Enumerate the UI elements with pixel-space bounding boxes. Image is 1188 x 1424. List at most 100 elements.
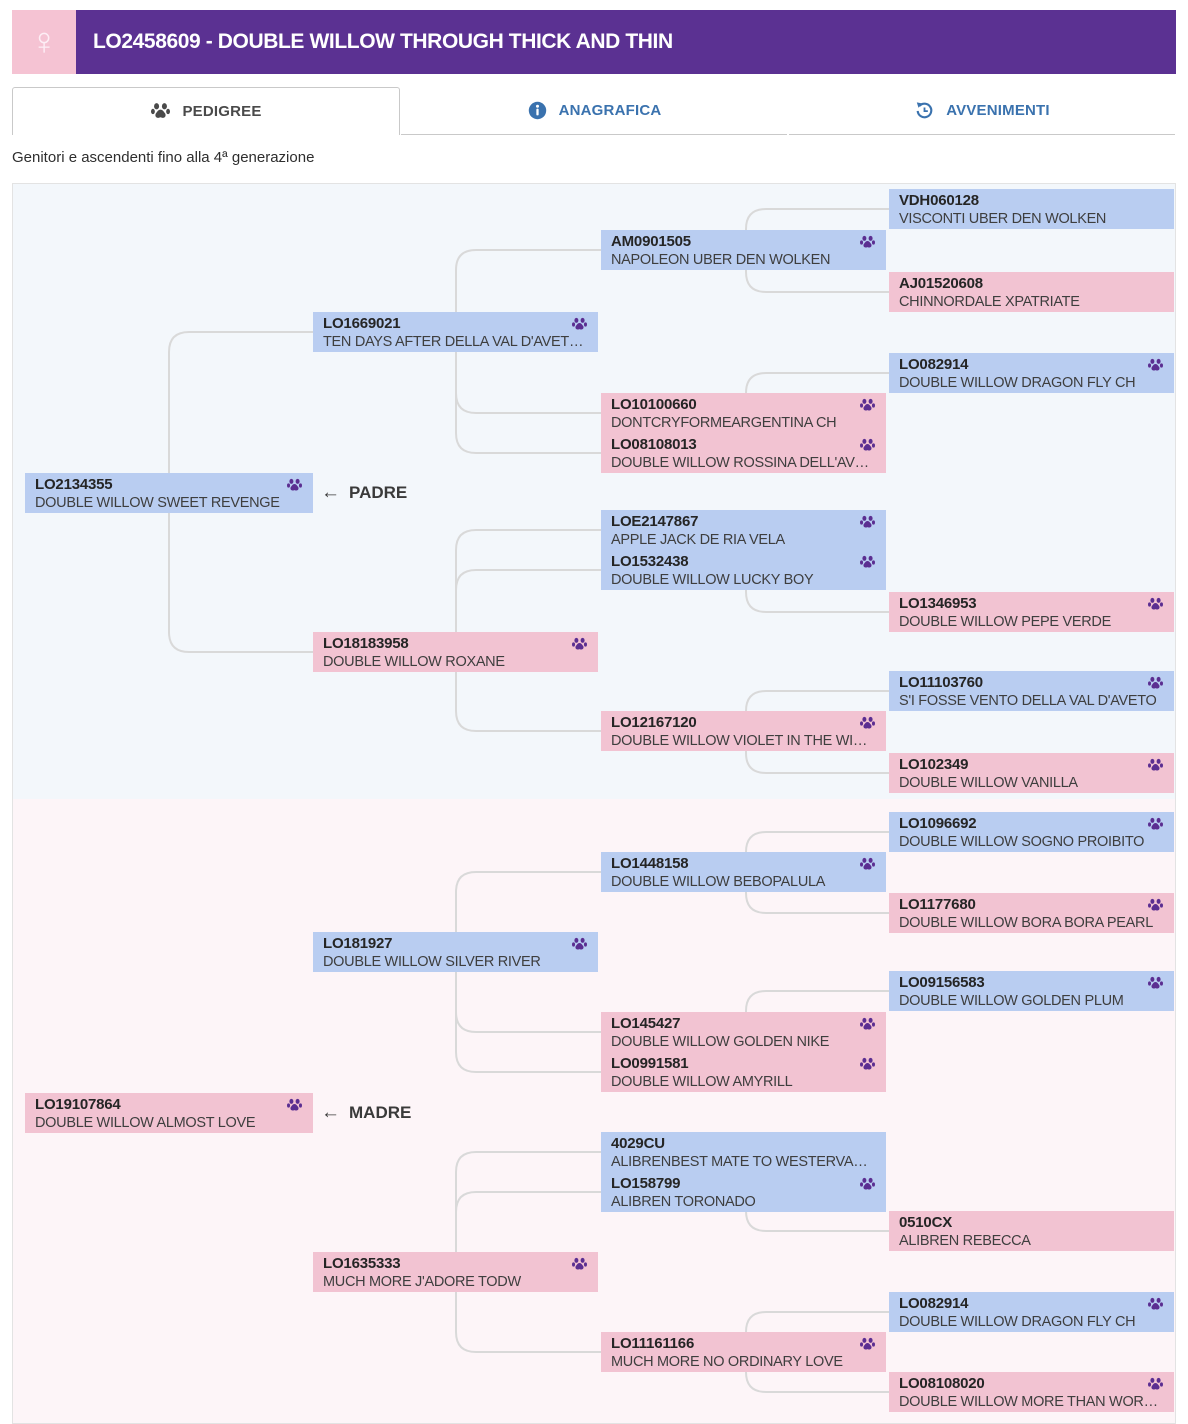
pedigree-node-rossina[interactable]: LO08108013 DOUBLE WILLOW ROSSINA DELL'AV… xyxy=(601,433,886,473)
page-title: LO2458609 - DOUBLE WILLOW THROUGH THICK … xyxy=(93,30,673,53)
pedigree-node-toronado[interactable]: LO158799 ALIBREN TORONADO xyxy=(601,1172,886,1212)
node-code: LO1177680 xyxy=(899,896,976,913)
pedigree-node-box: LO12167120 DOUBLE WILLOW VIOLET IN THE WI… xyxy=(601,711,886,751)
node-name: DOUBLE WILLOW SOGNO PROIBITO xyxy=(899,834,1145,850)
pedigree-node-box: LO11103760 S'I FOSSE VENTO DELLA VAL D'AV… xyxy=(889,671,1174,711)
pedigree-node-amyrill[interactable]: LO0991581 DOUBLE WILLOW AMYRILL xyxy=(601,1052,886,1092)
pedigree-node-box: LO1635333 MUCH MORE J'ADORE TODW xyxy=(313,1252,598,1292)
left-arrow-icon: ← xyxy=(321,1102,340,1123)
pedigree-node-golden_plum[interactable]: LO09156583 DOUBLE WILLOW GOLDEN PLUM xyxy=(889,971,1174,1011)
pedigree-node-rebecca[interactable]: 0510CX ALIBREN REBECCA xyxy=(889,1211,1174,1251)
pedigree-node-box: 0510CX ALIBREN REBECCA xyxy=(889,1211,1174,1251)
pedigree-node-sweet_revenge[interactable]: LO2134355 DOUBLE WILLOW SWEET REVENGE xyxy=(25,473,313,513)
node-name: S'I FOSSE VENTO DELLA VAL D'AVETO xyxy=(899,693,1157,709)
pedigree-node-box: LO1346953 DOUBLE WILLOW PEPE VERDE xyxy=(889,592,1174,632)
pedigree-node-ten_days[interactable]: LO1669021 TEN DAYS AFTER DELLA VAL D'AVET… xyxy=(313,312,598,352)
pedigree-node-box: VDH060128 VISCONTI UBER DEN WOLKEN xyxy=(889,189,1174,229)
pedigree-node-visconti[interactable]: VDH060128 VISCONTI UBER DEN WOLKEN xyxy=(889,189,1174,229)
node-code: LO12167120 xyxy=(611,714,697,731)
node-code: LO09156583 xyxy=(899,974,985,991)
paw-icon xyxy=(859,716,876,731)
pedigree-node-sogno[interactable]: LO1096692 DOUBLE WILLOW SOGNO PROIBITO xyxy=(889,812,1174,852)
node-name: DOUBLE WILLOW SILVER RIVER xyxy=(323,954,541,970)
paw-icon xyxy=(1147,597,1164,612)
pedigree-node-violet[interactable]: LO12167120 DOUBLE WILLOW VIOLET IN THE WI… xyxy=(601,711,886,751)
paw-icon xyxy=(1147,1297,1164,1312)
node-name: MUCH MORE J'ADORE TODW xyxy=(323,1274,521,1290)
pedigree-node-silver_river[interactable]: LO181927 DOUBLE WILLOW SILVER RIVER xyxy=(313,932,598,972)
node-code: LO19107864 xyxy=(35,1096,121,1113)
paw-icon xyxy=(1147,976,1164,991)
node-name: DOUBLE WILLOW GOLDEN PLUM xyxy=(899,993,1124,1009)
pedigree-node-no_ordinary[interactable]: LO11161166 MUCH MORE NO ORDINARY LOVE xyxy=(601,1332,886,1372)
node-code: LO181927 xyxy=(323,935,393,952)
paw-icon xyxy=(571,1257,588,1272)
node-code: LO0991581 xyxy=(611,1055,689,1072)
pedigree-node-more_than[interactable]: LO08108020 DOUBLE WILLOW MORE THAN WOR… xyxy=(889,1372,1174,1412)
node-code: LO1635333 xyxy=(323,1255,401,1272)
pedigree-node-jadore[interactable]: LO1635333 MUCH MORE J'ADORE TODW xyxy=(313,1252,598,1292)
node-code: LO10100660 xyxy=(611,396,697,413)
node-name: DOUBLE WILLOW MORE THAN WOR… xyxy=(899,1394,1158,1410)
pedigree-node-box: AJ01520608 CHINNORDALE XPATRIATE xyxy=(889,272,1174,312)
pedigree-node-lucky_boy[interactable]: LO1532438 DOUBLE WILLOW LUCKY BOY xyxy=(601,550,886,590)
pedigree-node-bebopalula[interactable]: LO1448158 DOUBLE WILLOW BEBOPALULA xyxy=(601,852,886,892)
parent-label-text: MADRE xyxy=(349,1103,412,1122)
node-name: DOUBLE WILLOW SWEET REVENGE xyxy=(35,495,280,511)
tab-pedigree[interactable]: PEDIGREE xyxy=(12,87,400,135)
node-name: ALIBREN TORONADO xyxy=(611,1194,756,1210)
node-name: NAPOLEON UBER DEN WOLKEN xyxy=(611,252,831,268)
pedigree-node-stack: LO145427 DOUBLE WILLOW GOLDEN NIKE LO09915… xyxy=(601,1012,886,1092)
pedigree-node-pepe_verde[interactable]: LO1346953 DOUBLE WILLOW PEPE VERDE xyxy=(889,592,1174,632)
tab-label: PEDIGREE xyxy=(182,103,262,120)
paw-icon xyxy=(859,1337,876,1352)
pedigree-node-vanilla[interactable]: LO102349 DOUBLE WILLOW VANILLA xyxy=(889,753,1174,793)
paw-icon xyxy=(1147,758,1164,773)
node-code: LO11103760 xyxy=(899,674,983,691)
pedigree-node-apple_jack[interactable]: LOE2147867 APPLE JACK DE RIA VELA xyxy=(601,510,886,550)
node-name: MUCH MORE NO ORDINARY LOVE xyxy=(611,1354,843,1370)
node-code: LO082914 xyxy=(899,356,969,373)
pedigree-node-dragonfly_b[interactable]: LO082914 DOUBLE WILLOW DRAGON FLY CH xyxy=(889,1292,1174,1332)
node-name: DONTCRYFORMEARGENTINA CH xyxy=(611,415,837,431)
tab-avvenimenti[interactable]: AVVENIMENTI xyxy=(789,87,1175,135)
node-name: DOUBLE WILLOW AMYRILL xyxy=(611,1074,793,1090)
pedigree-node-box: LO1177680 DOUBLE WILLOW BORA BORA PEARL xyxy=(889,893,1174,933)
node-code: LO1448158 xyxy=(611,855,689,872)
node-code: LO18183958 xyxy=(323,635,409,652)
paw-icon xyxy=(571,317,588,332)
node-code: LO1346953 xyxy=(899,595,977,612)
pedigree-node-roxane[interactable]: LO18183958 DOUBLE WILLOW ROXANE xyxy=(313,632,598,672)
paw-icon xyxy=(859,398,876,413)
pedigree-node-chinnordale[interactable]: AJ01520608 CHINNORDALE XPATRIATE xyxy=(889,272,1174,312)
pedigree-node-si_fosse[interactable]: LO11103760 S'I FOSSE VENTO DELLA VAL D'AV… xyxy=(889,671,1174,711)
node-name: DOUBLE WILLOW ROSSINA DELL'AV… xyxy=(611,455,869,471)
pedigree-node-napoleon[interactable]: AM0901505 NAPOLEON UBER DEN WOLKEN xyxy=(601,230,886,270)
node-name: DOUBLE WILLOW DRAGON FLY CH xyxy=(899,375,1136,391)
info-icon xyxy=(527,101,548,120)
father-arrow-label: ← PADRE xyxy=(321,482,407,504)
node-code: 4029CU xyxy=(611,1135,665,1152)
node-code: LO08108020 xyxy=(899,1375,985,1392)
node-code: VDH060128 xyxy=(899,192,979,209)
paw-icon xyxy=(859,1177,876,1192)
node-code: LO102349 xyxy=(899,756,969,773)
paw-icon xyxy=(150,102,171,121)
pedigree-node-dragonfly_a[interactable]: LO082914 DOUBLE WILLOW DRAGON FLY CH xyxy=(889,353,1174,393)
pedigree-node-box: LO09156583 DOUBLE WILLOW GOLDEN PLUM xyxy=(889,971,1174,1011)
paw-icon xyxy=(859,1057,876,1072)
pedigree-node-almost_love[interactable]: LO19107864 DOUBLE WILLOW ALMOST LOVE xyxy=(25,1093,313,1133)
pedigree-node-stack: 4029CU ALIBRENBEST MATE TO WESTERVA… LO158… xyxy=(601,1132,886,1212)
pedigree-node-dontcry[interactable]: LO10100660 DONTCRYFORMEARGENTINA CH xyxy=(601,393,886,433)
tab-anagrafica[interactable]: ANAGRAFICA xyxy=(401,87,787,135)
paw-icon xyxy=(1147,1377,1164,1392)
tab-bar: PEDIGREE ANAGRAFICA AVVENIMENTI xyxy=(12,87,1176,135)
paw-icon xyxy=(1147,898,1164,913)
tab-label: ANAGRAFICA xyxy=(558,102,662,119)
pedigree-node-bora_bora[interactable]: LO1177680 DOUBLE WILLOW BORA BORA PEARL xyxy=(889,893,1174,933)
pedigree-node-alibrenbest[interactable]: 4029CU ALIBRENBEST MATE TO WESTERVA… xyxy=(601,1132,886,1172)
node-code: AM0901505 xyxy=(611,233,691,250)
node-code: LO08108013 xyxy=(611,436,697,453)
node-name: DOUBLE WILLOW VANILLA xyxy=(899,775,1078,791)
pedigree-node-golden_nike[interactable]: LO145427 DOUBLE WILLOW GOLDEN NIKE xyxy=(601,1012,886,1052)
